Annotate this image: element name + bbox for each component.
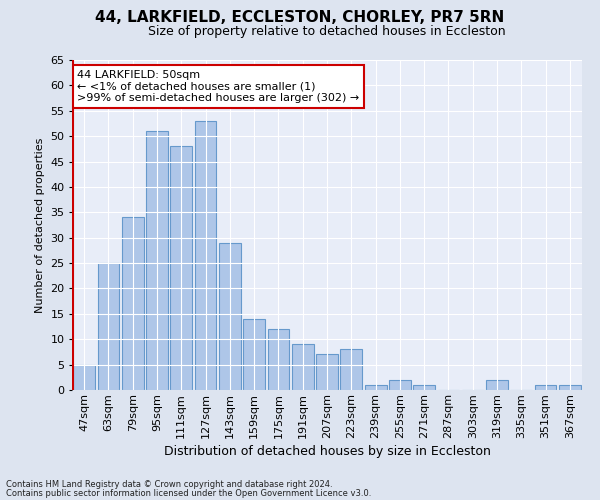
- Bar: [243, 319, 265, 390]
- Bar: [559, 385, 581, 390]
- Title: Size of property relative to detached houses in Eccleston: Size of property relative to detached ho…: [148, 25, 506, 38]
- Bar: [365, 385, 386, 390]
- Text: Contains public sector information licensed under the Open Government Licence v3: Contains public sector information licen…: [6, 488, 371, 498]
- Text: 44 LARKFIELD: 50sqm
← <1% of detached houses are smaller (1)
>99% of semi-detach: 44 LARKFIELD: 50sqm ← <1% of detached ho…: [77, 70, 359, 103]
- Bar: [97, 263, 119, 390]
- Bar: [73, 364, 95, 390]
- Bar: [194, 121, 217, 390]
- Y-axis label: Number of detached properties: Number of detached properties: [35, 138, 44, 312]
- Text: Contains HM Land Registry data © Crown copyright and database right 2024.: Contains HM Land Registry data © Crown c…: [6, 480, 332, 489]
- Bar: [340, 350, 362, 390]
- Bar: [316, 354, 338, 390]
- Text: 44, LARKFIELD, ECCLESTON, CHORLEY, PR7 5RN: 44, LARKFIELD, ECCLESTON, CHORLEY, PR7 5…: [95, 10, 505, 25]
- Bar: [219, 243, 241, 390]
- Bar: [122, 218, 143, 390]
- Bar: [170, 146, 192, 390]
- Bar: [535, 385, 556, 390]
- Bar: [292, 344, 314, 390]
- Bar: [389, 380, 411, 390]
- Bar: [486, 380, 508, 390]
- X-axis label: Distribution of detached houses by size in Eccleston: Distribution of detached houses by size …: [164, 445, 490, 458]
- Bar: [413, 385, 435, 390]
- Bar: [146, 131, 168, 390]
- Bar: [268, 329, 289, 390]
